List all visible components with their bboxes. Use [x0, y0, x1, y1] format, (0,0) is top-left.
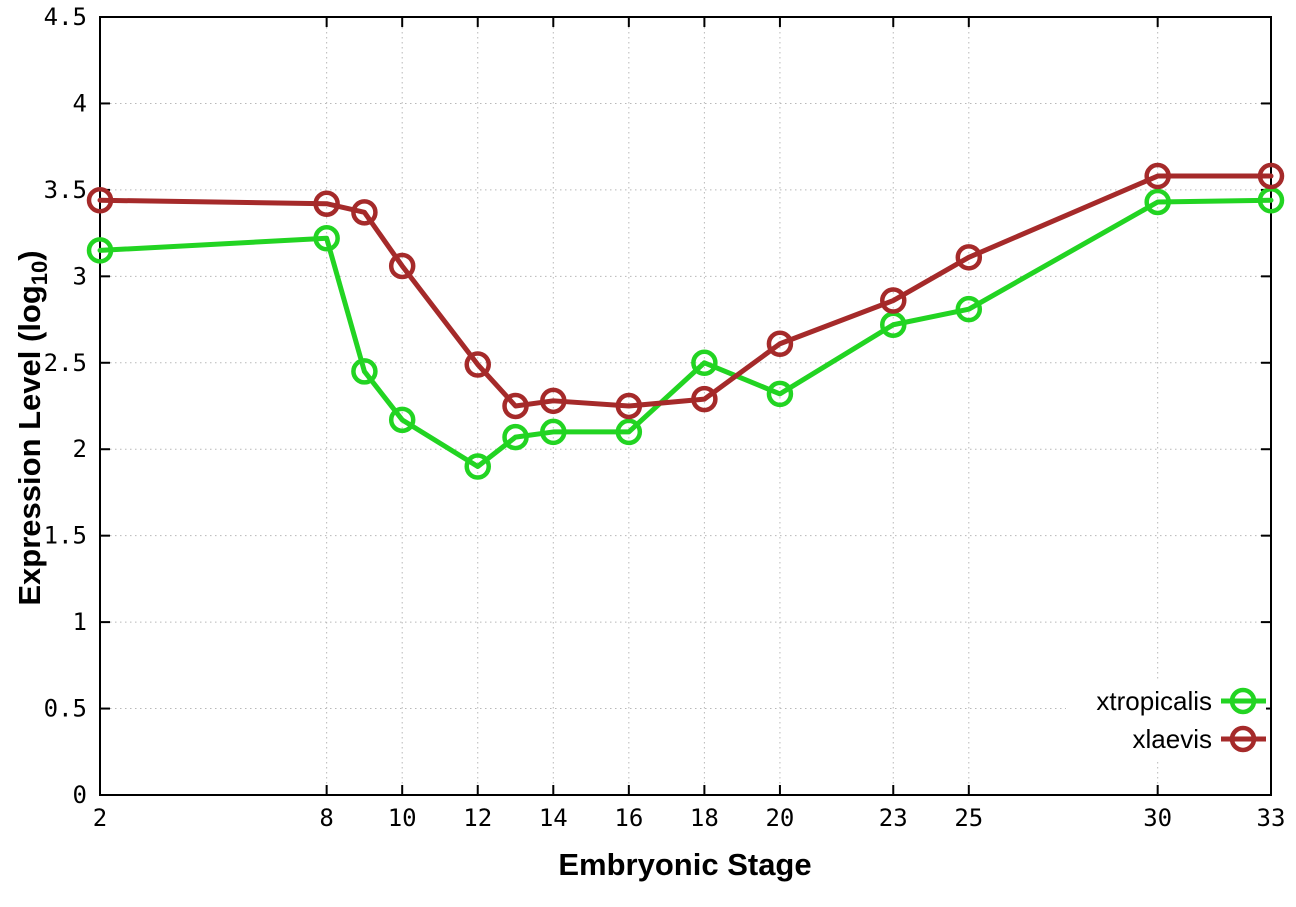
data-point-xlaevis	[1144, 162, 1171, 190]
data-point-xlaevis	[691, 385, 718, 413]
data-point-xlaevis	[86, 187, 114, 214]
legend-entry-xlaevis: xlaevis	[1133, 724, 1266, 754]
y-tick-label: 2.5	[44, 349, 87, 377]
legend: xtropicalis xlaevis	[1066, 680, 1266, 762]
legend-sample-marker-xlaevis	[1229, 725, 1257, 753]
x-axis-tick-labels: 2 8 10 12 14 16 18 20 23 25 30 33	[93, 804, 1286, 832]
y-tick-label: 0.5	[44, 695, 87, 723]
series-xtropicalis	[86, 187, 1285, 480]
y-axis-title-close: )	[12, 250, 47, 260]
data-point-xlaevis	[1257, 162, 1285, 190]
data-point-xtropicalis	[955, 295, 983, 323]
series-line-xtropicalis	[97, 197, 1274, 470]
x-tick-label: 33	[1257, 804, 1286, 832]
legend-label-xlaevis: xlaevis	[1133, 724, 1212, 754]
axis-ticks	[99, 16, 1272, 796]
y-tick-label: 1	[73, 608, 87, 636]
x-tick-label: 30	[1143, 804, 1172, 832]
data-point-xlaevis	[540, 387, 567, 415]
data-point-xtropicalis	[502, 423, 529, 451]
data-point-xlaevis	[351, 199, 378, 226]
data-point-xtropicalis	[766, 380, 794, 408]
y-tick-label: 4.5	[44, 3, 87, 31]
data-point-xlaevis	[313, 190, 340, 217]
y-tick-label: 1.5	[44, 522, 87, 550]
data-series	[86, 162, 1285, 480]
x-tick-label: 12	[463, 804, 492, 832]
data-point-xlaevis	[388, 252, 416, 280]
legend-entry-xtropicalis: xtropicalis	[1096, 686, 1266, 716]
x-tick-label: 25	[954, 804, 983, 832]
data-point-xtropicalis	[464, 453, 491, 480]
data-point-xlaevis	[880, 287, 907, 314]
y-axis-title-main: Expression Level (log	[12, 285, 47, 605]
y-tick-label: 0	[73, 781, 87, 809]
y-axis-title-subscript: 10	[27, 261, 52, 285]
y-tick-label: 2	[73, 435, 87, 463]
series-xlaevis	[86, 162, 1285, 420]
series-line-xlaevis	[97, 173, 1274, 409]
x-tick-label: 16	[614, 804, 643, 832]
data-point-xlaevis	[464, 351, 491, 378]
x-tick-label: 23	[879, 804, 908, 832]
data-point-xlaevis	[615, 392, 643, 420]
y-tick-label: 3	[73, 262, 87, 290]
data-point-xlaevis	[502, 392, 529, 420]
x-tick-label: 18	[690, 804, 719, 832]
data-point-xtropicalis	[86, 237, 114, 264]
y-tick-label: 3.5	[44, 176, 87, 204]
x-tick-label: 8	[319, 804, 333, 832]
data-point-xtropicalis	[691, 349, 718, 377]
data-point-xtropicalis	[1144, 188, 1171, 216]
x-tick-label: 10	[388, 804, 417, 832]
plot-border	[99, 16, 1272, 796]
data-point-xtropicalis	[388, 406, 416, 434]
x-tick-label: 14	[539, 804, 568, 832]
data-point-xtropicalis	[540, 418, 567, 446]
data-point-xtropicalis	[351, 358, 378, 385]
x-tick-label: 2	[93, 804, 107, 832]
x-axis-title: Embryonic Stage	[558, 847, 811, 882]
data-point-xlaevis	[955, 244, 983, 271]
y-axis-tick-labels: 0 0.5 1 1.5 2 2.5 3 3.5 4 4.5	[44, 3, 87, 809]
data-point-xtropicalis	[615, 418, 643, 446]
x-tick-label: 20	[765, 804, 794, 832]
gridlines	[99, 16, 1272, 796]
legend-sample-marker-xtropicalis	[1229, 687, 1257, 715]
data-point-xlaevis	[766, 330, 794, 358]
y-axis-title: Expression Level (log10)	[12, 250, 52, 605]
legend-label-xtropicalis: xtropicalis	[1096, 686, 1212, 716]
data-point-xtropicalis	[313, 225, 340, 252]
y-tick-label: 4	[73, 89, 87, 117]
